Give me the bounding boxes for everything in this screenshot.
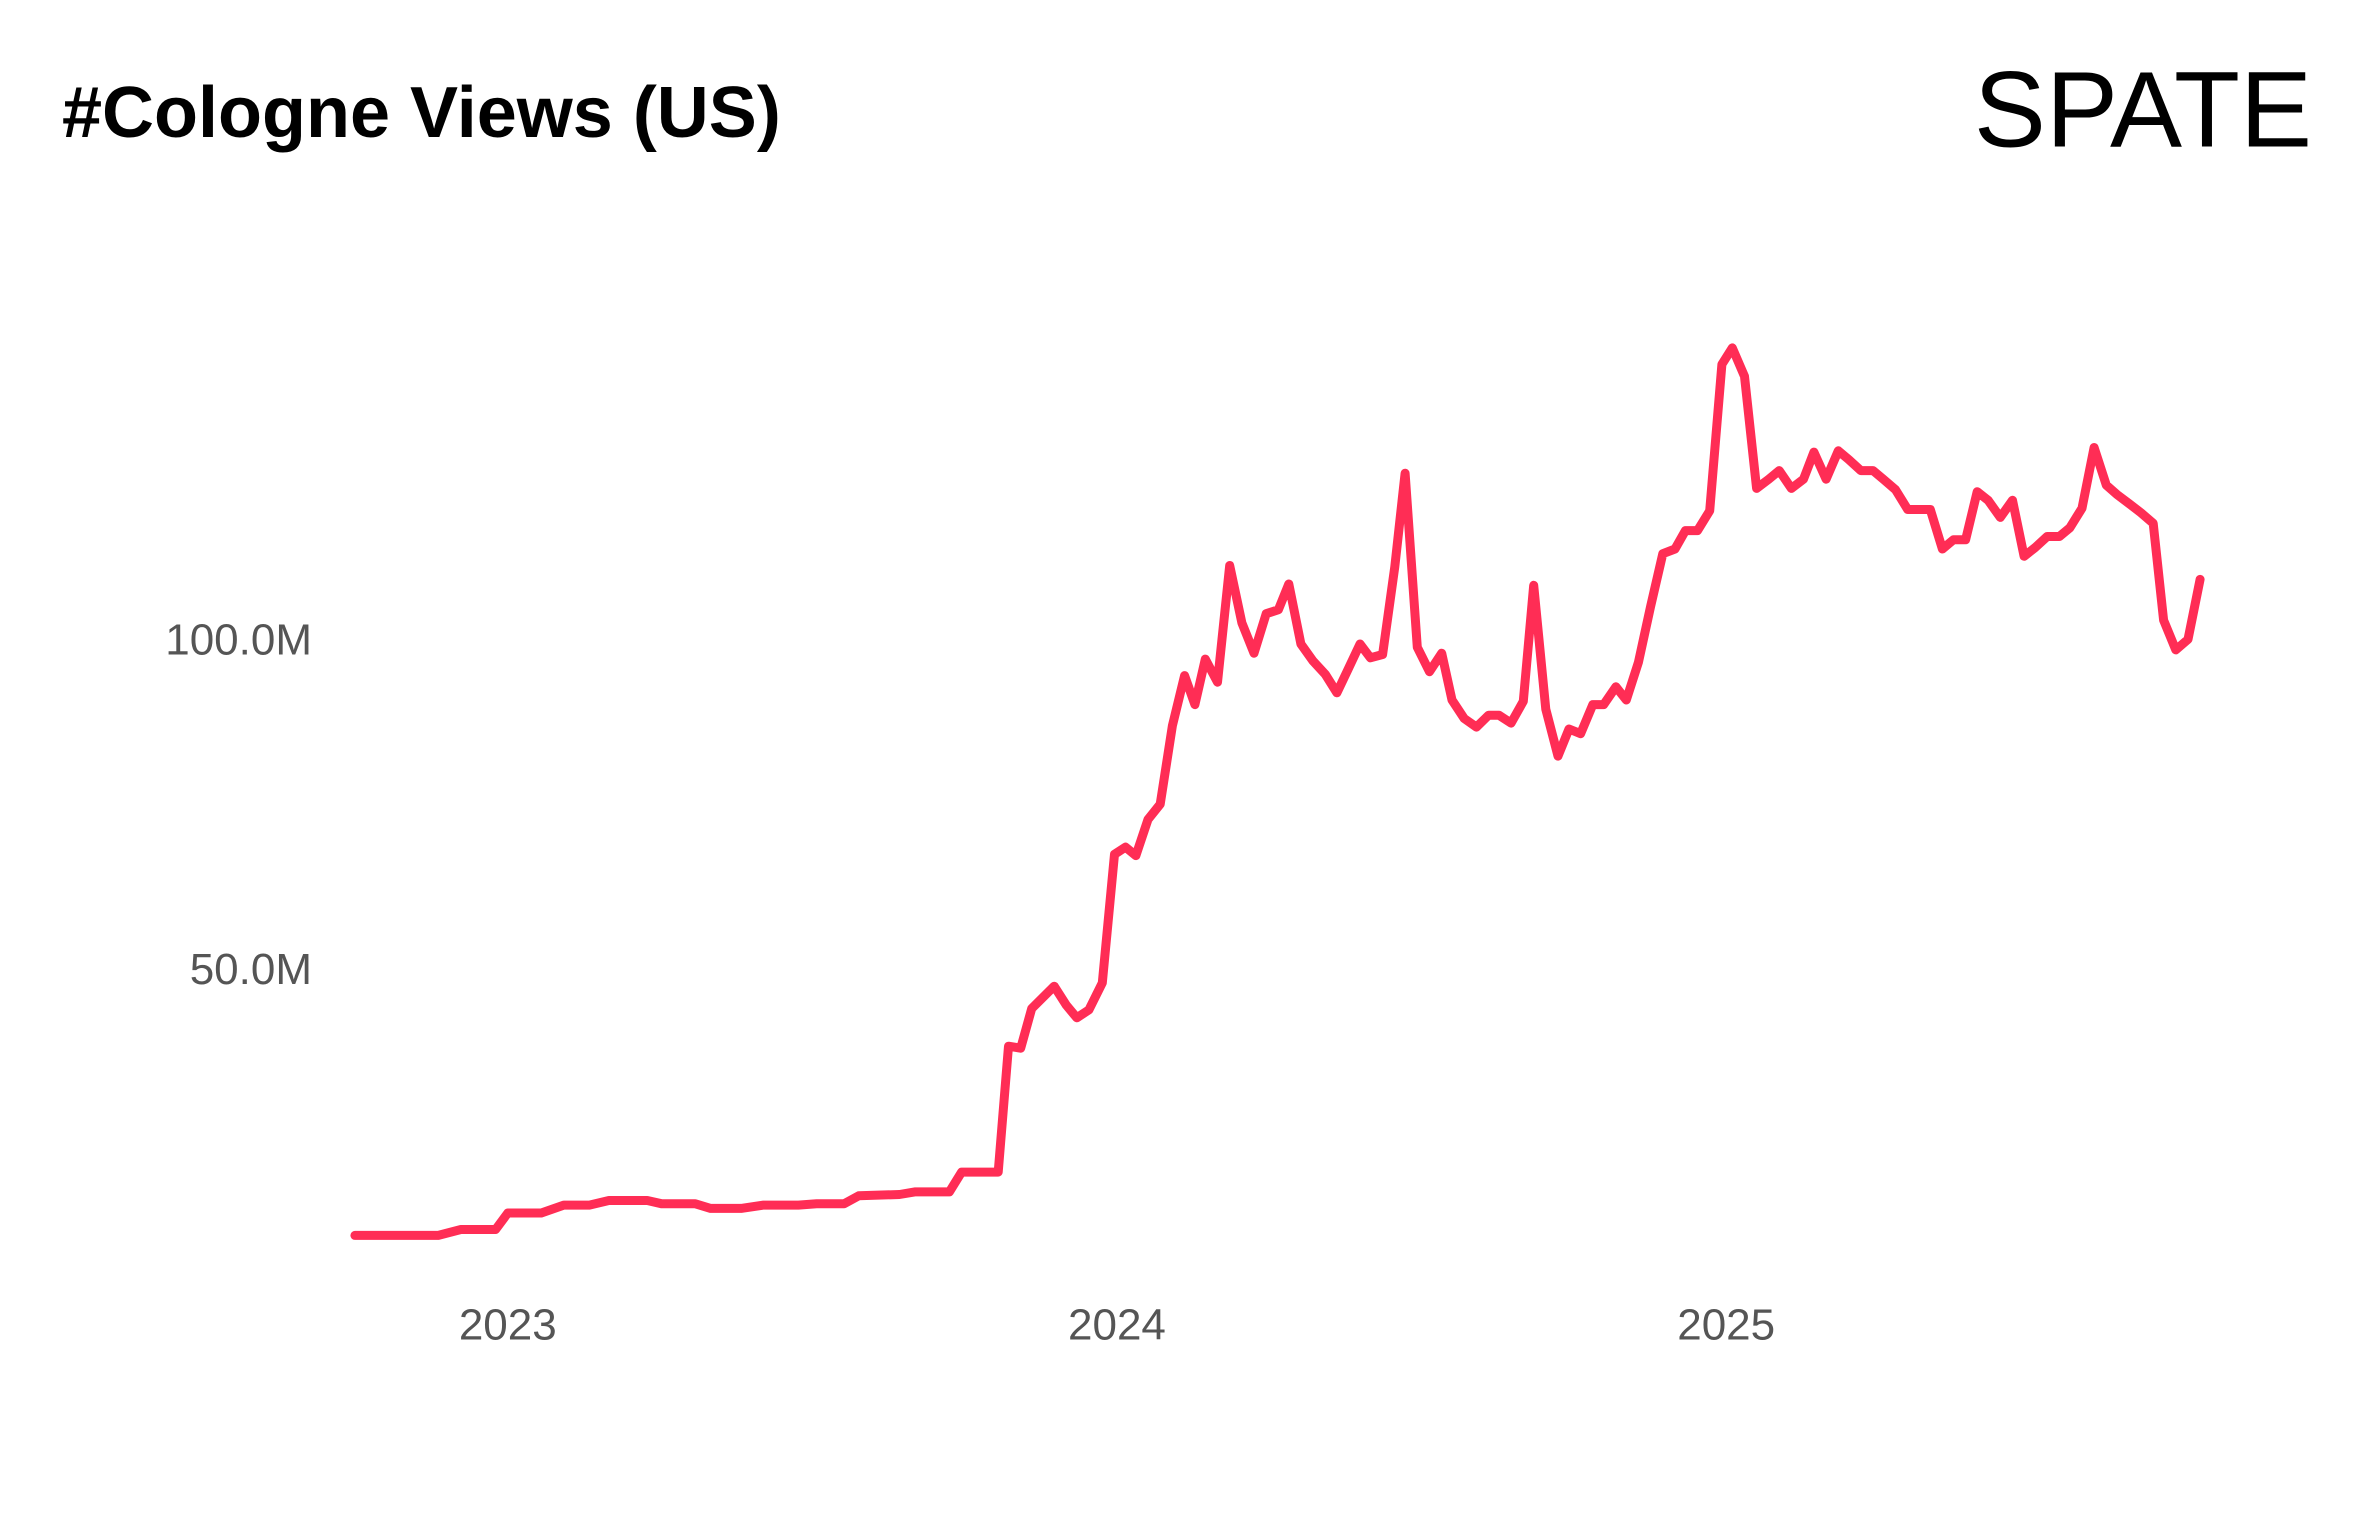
y-tick-label: 100.0M (165, 615, 312, 664)
x-tick-label: 2025 (1677, 1301, 1775, 1350)
chart-title: #Cologne Views (US) (62, 73, 781, 153)
x-tick-label: 2024 (1068, 1301, 1166, 1350)
data-line (350, 343, 2205, 1240)
y-tick-label: 50.0M (190, 945, 312, 994)
x-tick-label: 2023 (459, 1301, 557, 1350)
logo: SPATE (1974, 49, 2312, 170)
